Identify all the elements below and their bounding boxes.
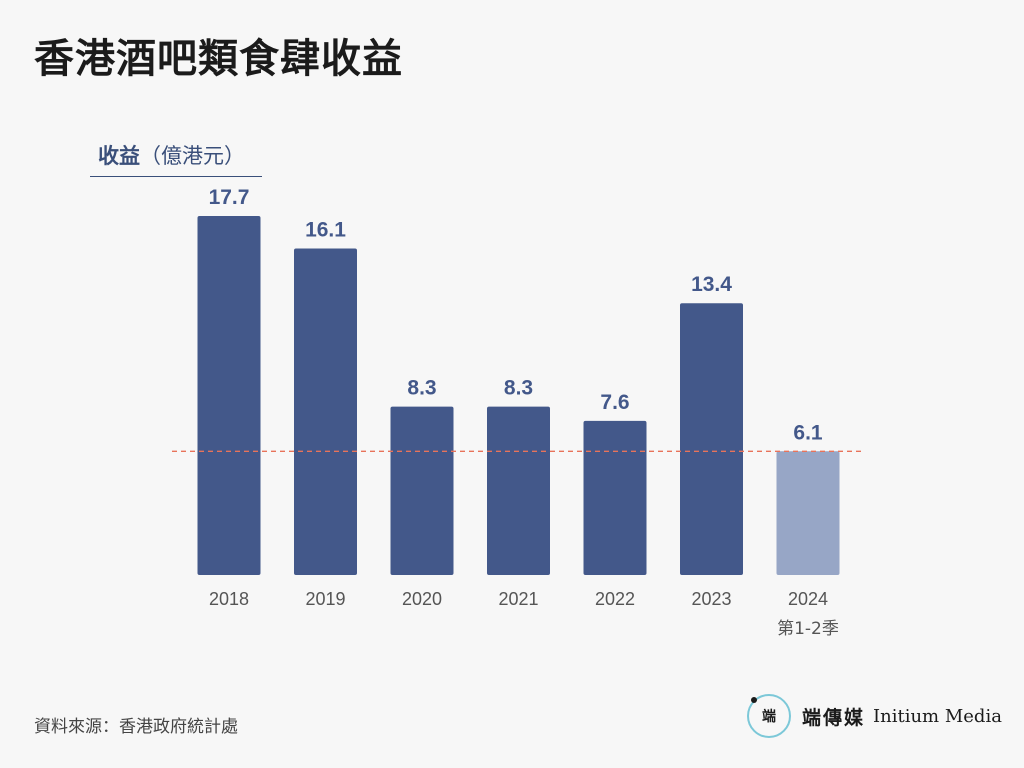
initium-logo-icon: 端 <box>747 694 791 738</box>
value-label-2021: 8.3 <box>504 377 533 400</box>
brand-name-cn: 端傳媒 <box>802 706 866 729</box>
bar-2021 <box>487 406 550 575</box>
x-tick-2022: 2022 <box>595 589 635 609</box>
value-label-2018: 17.7 <box>209 186 250 209</box>
x-tick-2023: 2023 <box>691 589 731 609</box>
bar-2024 <box>776 451 840 575</box>
bar-2022 <box>583 420 647 575</box>
y-axis-title-text: 收益（億港元） <box>98 140 245 170</box>
value-label-2019: 16.1 <box>305 218 346 241</box>
brand-name-en: Initium Media <box>873 705 1002 727</box>
x-tick-2018: 2018 <box>209 589 249 609</box>
chart-title: 香港酒吧類食肆收益 <box>34 36 403 82</box>
value-label-2024: 6.1 <box>793 421 823 444</box>
bar-2019 <box>294 248 357 576</box>
x-tick-sublabel-2024: 第1-2季 <box>777 619 839 639</box>
x-tick-2019: 2019 <box>305 589 345 609</box>
value-label-2020: 8.3 <box>407 377 436 400</box>
initium-logo-char: 端 <box>762 708 776 725</box>
y-axis-title-unit: （億港元） <box>140 144 245 168</box>
value-label-2023: 13.4 <box>691 273 732 296</box>
source-note: 資料來源：香港政府統計處 <box>34 717 238 737</box>
x-tick-2024: 2024 <box>788 589 828 609</box>
x-tick-2020: 2020 <box>402 589 442 609</box>
bar-2018 <box>197 216 261 575</box>
y-axis-title: 收益（億港元） <box>90 136 262 177</box>
bar-2020 <box>390 406 454 575</box>
y-axis-title-main: 收益 <box>98 144 140 168</box>
bar-2023 <box>680 303 743 575</box>
value-label-2022: 7.6 <box>600 391 629 414</box>
x-tick-2021: 2021 <box>498 589 538 609</box>
brand: 端 端傳媒 Initium Media <box>746 692 1002 740</box>
